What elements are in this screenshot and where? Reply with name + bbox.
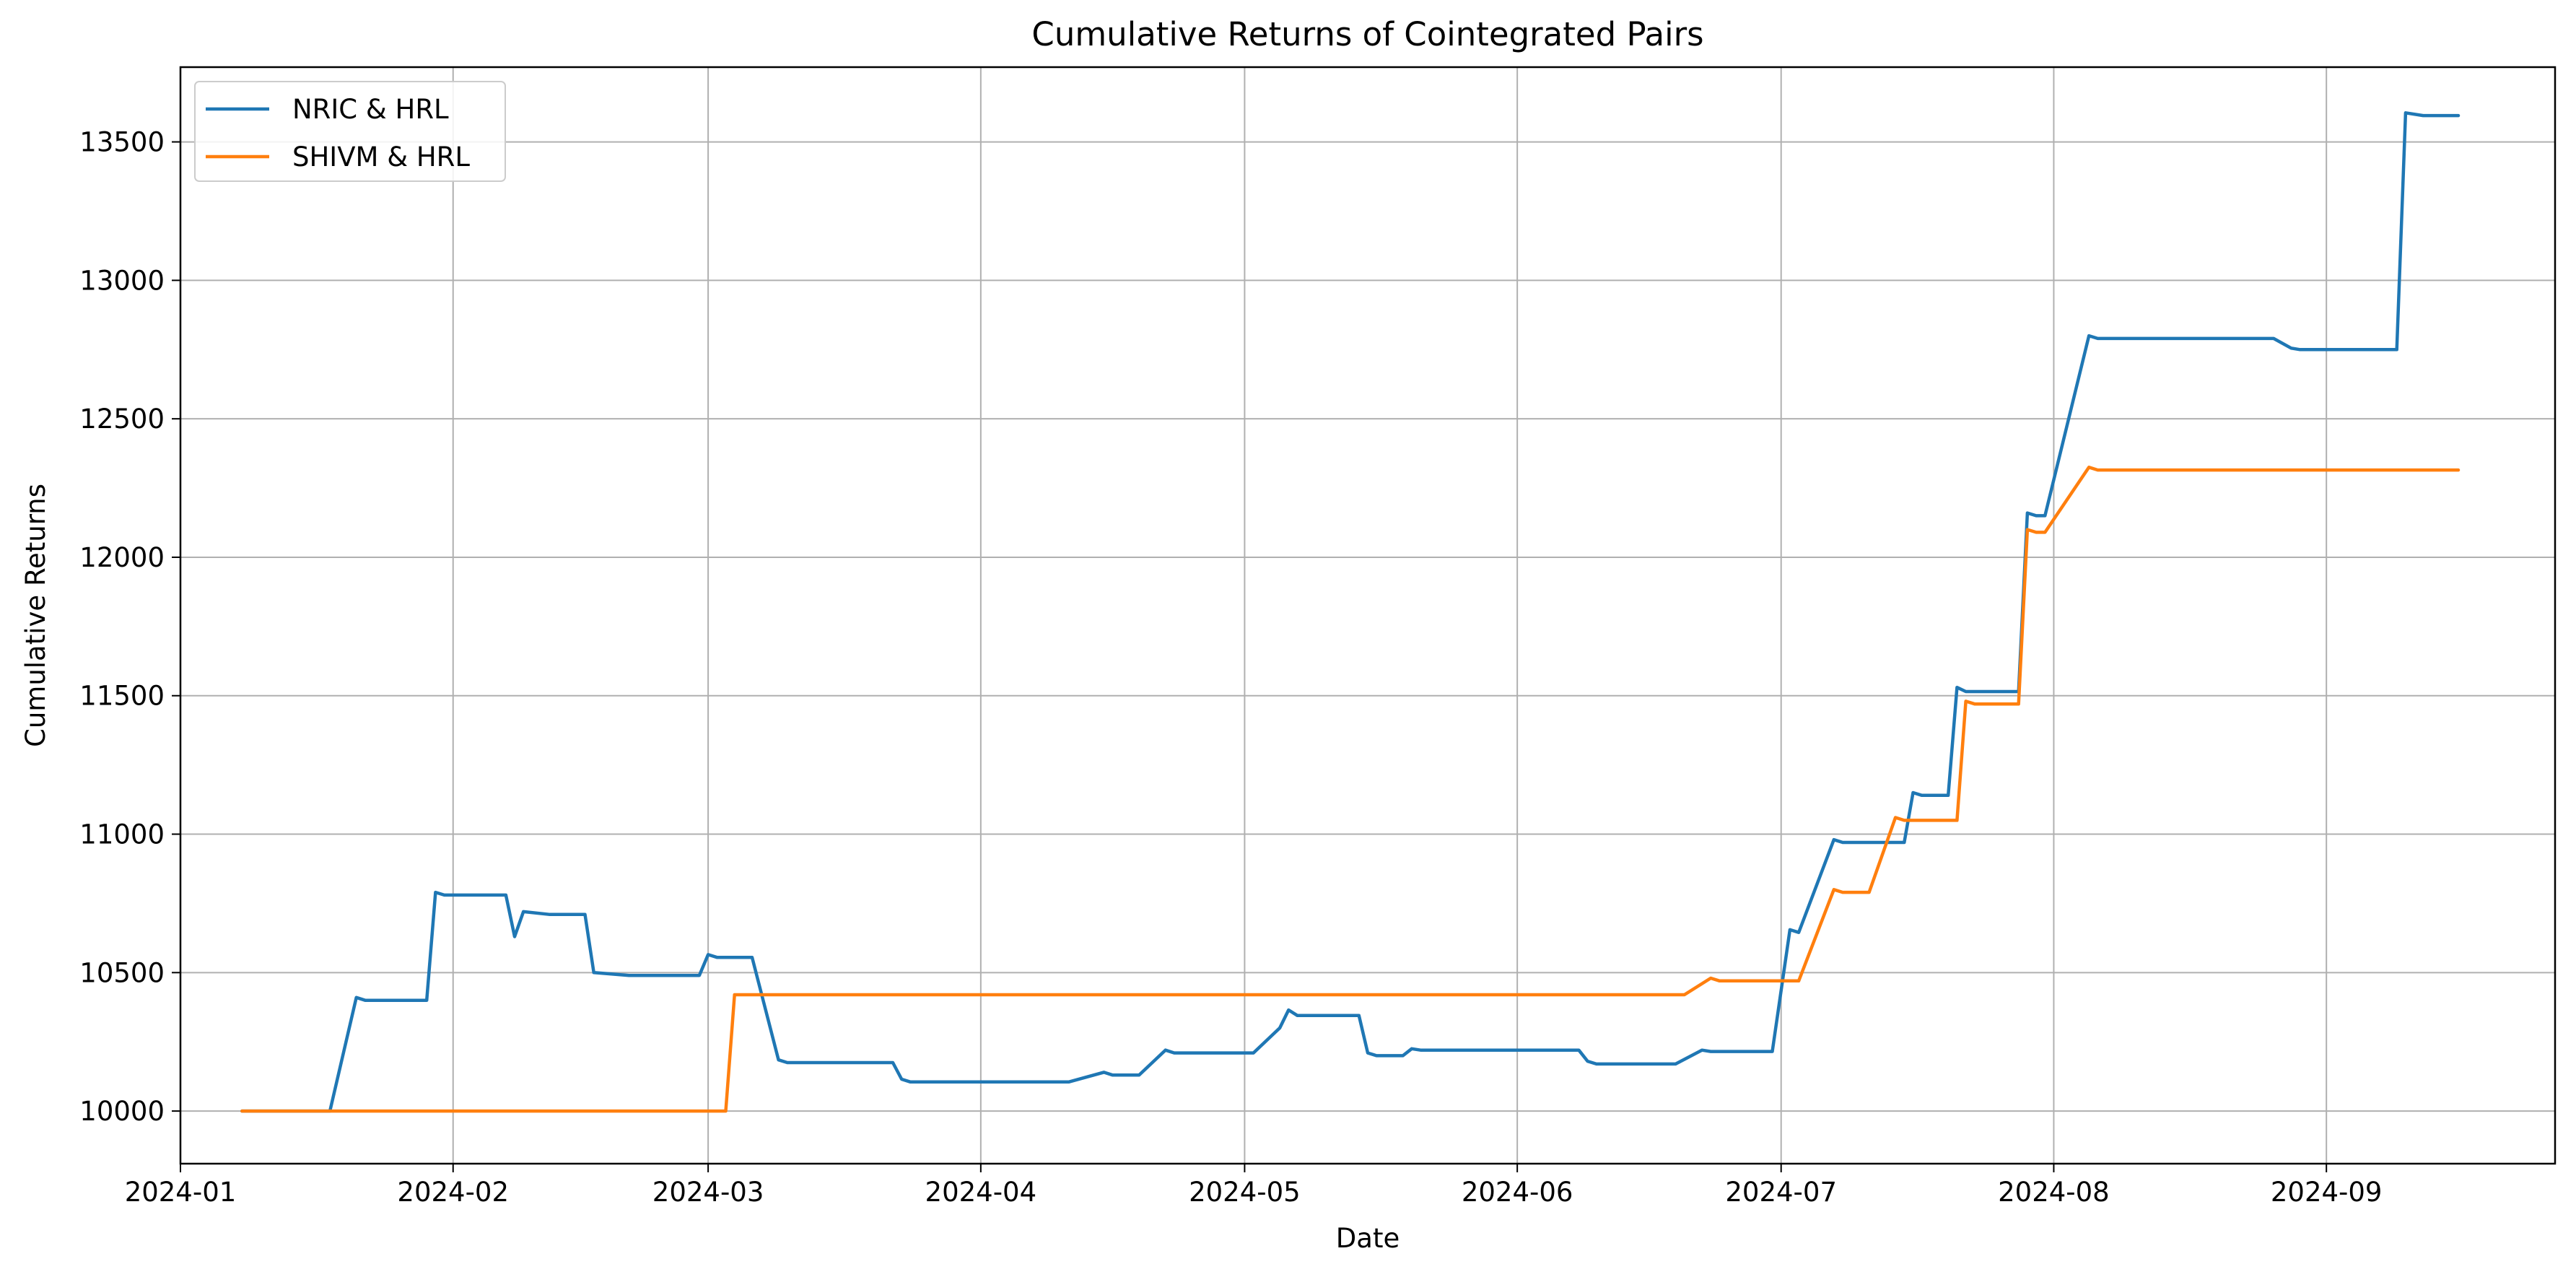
- y-tick-label: 10500: [79, 957, 165, 988]
- y-axis-label: Cumulative Returns: [20, 484, 51, 747]
- x-tick-label: 2024-02: [397, 1177, 509, 1208]
- x-tick-label: 2024-08: [1998, 1177, 2110, 1208]
- grid-layer: [180, 67, 2555, 1164]
- legend-label-nric-hrl: NRIC & HRL: [292, 94, 449, 125]
- x-tick-label: 2024-09: [2271, 1177, 2383, 1208]
- y-tick-label: 13000: [79, 265, 165, 296]
- y-tick-label: 11000: [79, 819, 165, 850]
- y-tick-label: 12000: [79, 542, 165, 573]
- plot-frame: [179, 66, 2557, 1165]
- x-tick-label: 2024-01: [125, 1177, 237, 1208]
- y-tick-label: 13500: [79, 127, 165, 158]
- x-tick-label: 2024-03: [652, 1177, 764, 1208]
- y-tick-label: 11500: [79, 681, 165, 712]
- legend-box: [194, 81, 506, 182]
- y-tick-label: 12500: [79, 404, 165, 435]
- tick-layer: 2024-01 2024-02 2024-03 2024-04 2024-05 2024-…: [79, 127, 2382, 1208]
- x-tick-label: 2024-07: [1725, 1177, 1837, 1208]
- x-tick-label: 2024-04: [925, 1177, 1037, 1208]
- y-tick-label: 10000: [79, 1096, 165, 1127]
- x-axis-label: Date: [1336, 1223, 1400, 1254]
- x-tick-label: 2024-06: [1462, 1177, 1573, 1208]
- chart-title: Cumulative Returns of Cointegrated Pairs: [1031, 15, 1703, 53]
- x-tick-label: 2024-05: [1189, 1177, 1301, 1208]
- legend: NRIC & HRL SHIVM & HRL: [194, 81, 506, 182]
- series-line-shivm-hrl: [240, 466, 2461, 1113]
- series-layer: [240, 111, 2461, 1113]
- legend-label-shivm-hrl: SHIVM & HRL: [292, 141, 470, 173]
